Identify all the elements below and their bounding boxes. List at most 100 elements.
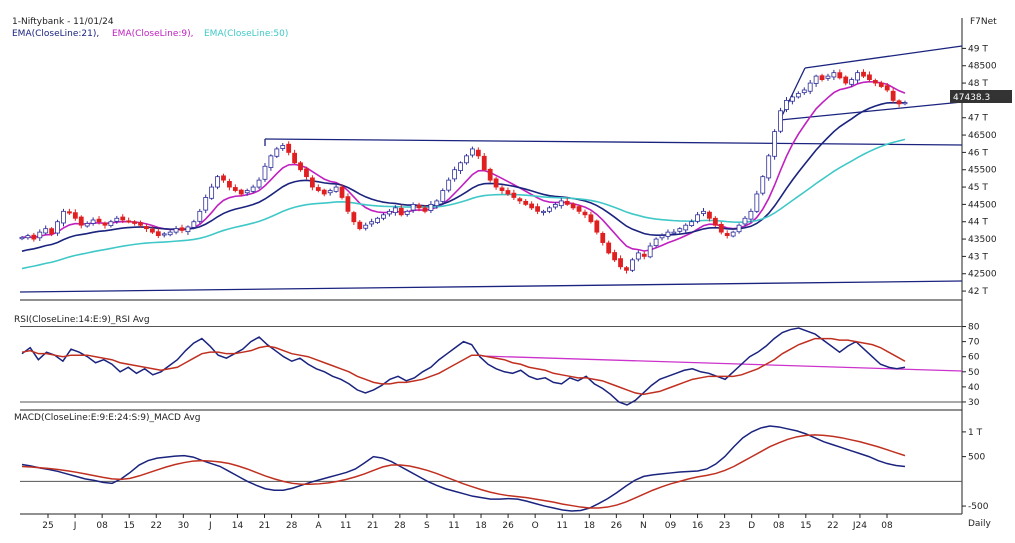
candle-body — [487, 168, 493, 181]
candle-body — [31, 234, 37, 240]
candle-body — [304, 168, 309, 178]
candle-body — [635, 252, 641, 260]
candle-body — [410, 203, 416, 211]
x-tick-label: S — [424, 521, 430, 531]
period-label: Daily — [968, 519, 991, 529]
candle-body — [523, 200, 529, 205]
candle-body — [547, 207, 552, 212]
candle-body — [469, 148, 475, 156]
candle-body — [819, 75, 825, 80]
candle-body — [173, 228, 179, 233]
candle-body — [292, 152, 298, 164]
x-tick-label: 30 — [178, 521, 190, 531]
candle-body — [872, 80, 878, 84]
candle-body — [772, 131, 778, 157]
x-tick-label: 11 — [556, 521, 567, 531]
candle-body — [701, 210, 706, 214]
candle-body — [843, 76, 849, 84]
candle-body — [505, 190, 511, 195]
candle-body — [363, 224, 369, 229]
macd-tick-label: 500 — [968, 453, 985, 463]
candle-body — [345, 196, 351, 212]
candle-body — [315, 187, 321, 191]
candle-body — [404, 210, 410, 215]
candle-body — [262, 165, 268, 180]
candle-body — [179, 227, 185, 231]
price-tick-label: 46 T — [968, 148, 988, 158]
candle-body — [748, 210, 754, 220]
candle-body — [280, 145, 286, 149]
candle-body — [902, 102, 908, 105]
rsi-tick-label: 50 — [968, 368, 980, 378]
candle-body — [375, 217, 380, 223]
ema-legend: EMA(CloseLine:21), EMA(CloseLine:9), EMA… — [12, 29, 288, 39]
candle-body — [144, 226, 149, 230]
candle-body — [138, 222, 143, 226]
candle-body — [197, 210, 203, 222]
candle-body — [695, 214, 700, 222]
candle-body — [25, 235, 31, 239]
ema50-line — [21, 138, 906, 270]
candle-body — [55, 221, 60, 234]
candle-body — [102, 222, 108, 226]
price-tick-label: 49 T — [968, 44, 988, 54]
x-tick-label: D — [748, 521, 755, 531]
candle-body — [493, 178, 499, 188]
candle-body — [339, 186, 345, 198]
x-tick-label: 08 — [96, 521, 108, 531]
candle-body — [464, 155, 469, 164]
x-tick-label: 11 — [340, 521, 351, 531]
x-tick-label: 28 — [286, 521, 298, 531]
price-tick-label: 44500 — [968, 200, 997, 210]
candle-body — [594, 220, 600, 233]
x-tick-label: 08 — [881, 521, 893, 531]
candle-body — [203, 197, 209, 211]
candle-body — [784, 100, 789, 110]
candle-body — [600, 232, 606, 243]
candle-body — [274, 148, 280, 157]
candle-body — [191, 221, 197, 228]
candle-body — [659, 235, 665, 239]
legend-ema9: EMA(CloseLine:9), — [112, 29, 194, 39]
candle-body — [416, 204, 422, 209]
x-tick-label: 23 — [719, 521, 730, 531]
candle-body — [481, 155, 487, 171]
candle-body — [221, 175, 226, 181]
x-tick-label: O — [532, 521, 539, 531]
candle-body — [475, 149, 481, 157]
candle-body — [256, 179, 262, 188]
x-tick-label: 15 — [800, 521, 811, 531]
candle-body — [884, 85, 890, 91]
candle-body — [641, 253, 647, 257]
candle-body — [831, 72, 837, 78]
candle-body — [795, 93, 801, 98]
rsi-trendline — [481, 355, 963, 372]
candle-body — [867, 74, 872, 80]
macd-tick-label: 1 T — [968, 428, 983, 438]
price-tick-label: 45500 — [968, 166, 997, 176]
candle-body — [517, 198, 523, 202]
rsi-line — [21, 327, 906, 406]
candle-body — [849, 79, 855, 85]
candle-body — [570, 203, 576, 209]
resistance-line — [264, 138, 963, 146]
x-tick-label: 21 — [259, 521, 270, 531]
legend-ema50: EMA(CloseLine:50) — [204, 29, 288, 39]
x-tick-label: 15 — [123, 521, 134, 531]
candle-body — [612, 252, 618, 261]
candle-body — [446, 179, 452, 191]
x-tick-label: J24 — [852, 521, 867, 531]
x-tick-label: 18 — [584, 521, 596, 531]
legend-ema21: EMA(CloseLine:21), — [12, 29, 99, 39]
macd-line — [21, 425, 906, 512]
x-tick-label: J — [73, 521, 77, 531]
candle-body — [629, 259, 635, 271]
candle-body — [126, 220, 132, 223]
candle-body — [19, 236, 25, 240]
x-tick-label: 09 — [665, 521, 677, 531]
candle-body — [114, 217, 120, 222]
candle-body — [108, 221, 114, 227]
candle-body — [535, 206, 540, 212]
candle-body — [333, 186, 339, 192]
rsi-axis: 80 70 60 50 40 30 — [20, 323, 980, 408]
